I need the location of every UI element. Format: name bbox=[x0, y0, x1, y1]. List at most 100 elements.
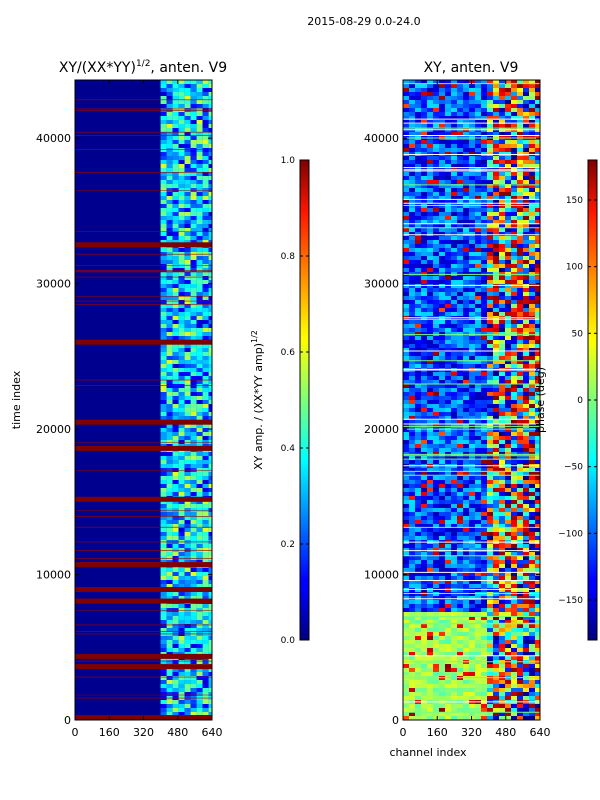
right-heatmap-cell bbox=[523, 176, 529, 180]
right-heatmap-cell bbox=[487, 108, 493, 112]
right-heatmap-cell bbox=[511, 520, 517, 524]
right-heatmap-cell bbox=[529, 384, 535, 388]
right-heatmap-cell bbox=[415, 472, 421, 476]
left-heatmap-cell bbox=[166, 360, 173, 364]
right-heatmap-cell bbox=[529, 184, 535, 188]
left-heatmap-cell bbox=[190, 208, 197, 212]
right-heatmap-cell bbox=[511, 284, 517, 288]
right-heatmap-cell bbox=[535, 312, 540, 316]
left-heatmap-cell bbox=[166, 272, 173, 276]
left-heatmap-cell bbox=[160, 640, 167, 644]
right-heatmap-cell bbox=[457, 392, 463, 396]
right-heatmap-cell bbox=[463, 172, 469, 176]
right-heatmap-cell bbox=[505, 268, 511, 272]
right-heatmap-cell bbox=[457, 568, 463, 572]
right-heatmap-cell bbox=[529, 648, 535, 652]
right-heatmap-cell bbox=[409, 516, 415, 520]
right-heatmap-cell bbox=[403, 88, 409, 92]
left-heatmap-cell bbox=[184, 424, 191, 428]
right-heatmap-cell bbox=[487, 252, 493, 256]
right-heatmap-cell bbox=[457, 176, 463, 180]
right-heatmap-cell bbox=[445, 476, 451, 480]
left-heatmap-cell bbox=[160, 680, 167, 684]
right-heatmap-cell bbox=[505, 432, 511, 436]
right-heatmap-cell bbox=[445, 156, 451, 160]
left-heatmap-cell bbox=[166, 204, 173, 208]
right-heatmap-cell bbox=[505, 476, 511, 480]
right-heatmap-cell bbox=[517, 428, 523, 432]
right-heatmap-cell bbox=[427, 488, 433, 492]
left-heatmap-cell bbox=[202, 176, 209, 180]
right-heatmap-cell bbox=[415, 148, 421, 152]
left-heatmap-cell bbox=[196, 560, 203, 564]
left-heatmap-cell bbox=[196, 96, 203, 100]
right-heatmap-cell bbox=[463, 264, 469, 268]
right-heatmap-cell bbox=[457, 672, 463, 676]
right-heatmap-cell bbox=[505, 600, 511, 604]
right-heatmap-cell bbox=[493, 376, 499, 380]
right-heatmap-cell bbox=[487, 324, 493, 328]
right-heatmap-cell bbox=[427, 148, 433, 152]
left-heatmap-cell bbox=[196, 288, 203, 292]
right-heatmap-cell bbox=[463, 664, 469, 668]
left-heatmap-cell bbox=[184, 232, 191, 236]
right-heatmap-cell bbox=[469, 476, 475, 480]
right-heatmap-cell bbox=[439, 336, 445, 340]
left-heatmap-cell bbox=[190, 648, 197, 652]
left-heatmap-cell bbox=[166, 336, 173, 340]
left-heatmap-cell bbox=[178, 344, 185, 348]
left-heatmap-cell bbox=[208, 616, 212, 620]
right-heatmap-cell bbox=[475, 472, 481, 476]
right-heatmap-cell bbox=[523, 548, 529, 552]
left-heatmap-cell bbox=[166, 428, 173, 432]
right-heatmap-cell bbox=[439, 552, 445, 556]
right-heatmap-cell bbox=[505, 664, 511, 668]
right-heatmap-cell bbox=[469, 500, 475, 504]
right-heatmap-cell bbox=[427, 232, 433, 236]
right-heatmap-cell bbox=[409, 340, 415, 344]
right-heatmap-cell bbox=[529, 296, 535, 300]
right-heatmap-cell bbox=[535, 400, 540, 404]
right-heatmap-cell bbox=[421, 144, 427, 148]
right-heatmap-cell bbox=[505, 280, 511, 284]
right-heatmap-cell bbox=[511, 476, 517, 480]
right-heatmap-cell bbox=[529, 116, 535, 120]
right-heatmap-cell bbox=[463, 100, 469, 104]
left-heatmap-cell bbox=[184, 436, 191, 440]
right-heatmap-cell bbox=[409, 584, 415, 588]
right-heatmap-cell bbox=[433, 416, 439, 420]
right-heatmap-cell bbox=[499, 448, 505, 452]
right-heatmap-cell bbox=[535, 232, 540, 236]
right-heatmap-cell bbox=[499, 208, 505, 212]
right-heatmap-cell bbox=[451, 492, 457, 496]
right-heatmap-cell bbox=[415, 292, 421, 296]
left-heatmap-cell bbox=[196, 692, 203, 696]
left-heatmap-cell bbox=[178, 464, 185, 468]
left-heatmap-cell bbox=[172, 520, 179, 524]
right-heatmap-cell bbox=[421, 632, 427, 636]
right-heatmap-cell bbox=[427, 172, 433, 176]
left-heatmap-cell bbox=[184, 640, 191, 644]
left-heatmap-cell bbox=[202, 100, 209, 104]
right-heatmap-cell bbox=[409, 468, 415, 472]
left-heatmap-cell bbox=[166, 308, 173, 312]
left-heatmap-cell bbox=[202, 188, 209, 192]
right-heatmap-cell bbox=[529, 436, 535, 440]
right-heatmap-cell bbox=[445, 560, 451, 564]
left-heatmap-cell bbox=[190, 172, 197, 176]
left-heatmap-cell bbox=[202, 668, 209, 672]
left-heatmap-cell bbox=[202, 404, 209, 408]
left-heatmap-cell bbox=[166, 384, 173, 388]
right-heatmap-cell bbox=[511, 184, 517, 188]
left-ytick-label: 20000 bbox=[36, 423, 71, 436]
left-heatmap-cell bbox=[184, 708, 191, 712]
right-heatmap-cell bbox=[409, 560, 415, 564]
left-heatmap-cell bbox=[184, 236, 191, 240]
right-heatmap-cell bbox=[487, 500, 493, 504]
right-heatmap-cell bbox=[403, 108, 409, 112]
left-heatmap-cell bbox=[172, 592, 179, 596]
left-heatmap-cell bbox=[196, 248, 203, 252]
left-heatmap-cell bbox=[196, 712, 203, 716]
right-heatmap-cell bbox=[481, 284, 487, 288]
right-heatmap-cell bbox=[463, 320, 469, 324]
